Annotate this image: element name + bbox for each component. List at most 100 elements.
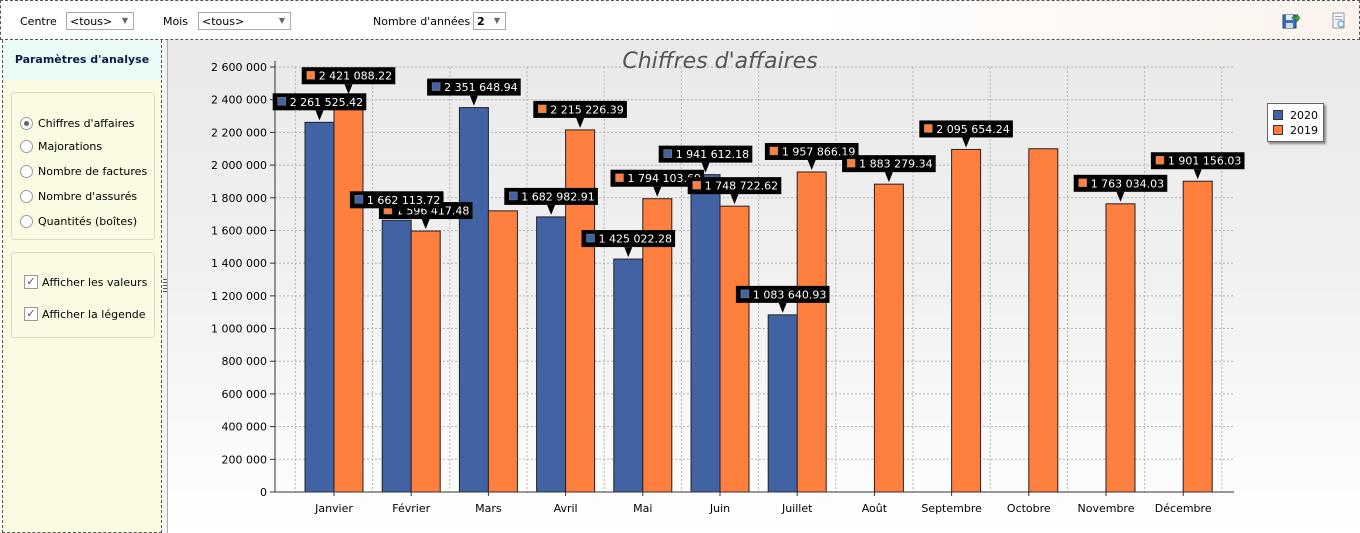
data-label-swatch [277,97,286,106]
data-label-2020-4: 1 682 982.91 [504,187,598,215]
data-label-text: 1 901 156.03 [1168,155,1241,168]
data-label-pointer [469,95,478,106]
data-label-2020-6: 1 941 612.18 [658,145,753,173]
data-label-swatch [740,289,750,299]
display-options-group: ✓ Afficher les valeurs ✓ Afficher la lég… [11,252,155,338]
axes-layer: 0 200 000 400 000 600 000 800 000 1 000 000 1 … [211,61,1234,515]
y-tick-label: 1 000 000 [211,323,267,336]
data-label-text: 1 662 113.72 [367,194,440,207]
radio-label: Quantités (boîtes) [38,215,138,228]
bar-2019-4 [565,129,596,493]
splitter-grip-icon[interactable] [163,278,167,292]
chevron-down-icon: ▼ [493,16,501,25]
centre-select[interactable]: <tous> ▼ [66,12,134,30]
data-label-text: 2 261 525.42 [290,96,363,109]
mois-label: Mois [163,15,189,28]
data-label-swatch [509,191,518,201]
radio-button[interactable] [20,140,33,153]
panel-splitter[interactable] [163,40,167,533]
x-tick-label: Juin [709,502,730,515]
y-tick-label: 400 000 [222,421,268,434]
mois-select[interactable]: <tous> ▼ [198,12,291,30]
data-label-swatch [431,82,441,91]
centre-label: Centre [20,15,57,28]
data-label-2019-12: 1 901 156.03 [1150,152,1245,180]
data-label-swatch [586,233,595,243]
data-label-text: 1 941 612.18 [676,148,749,161]
data-label-text: 1 957 866.19 [782,145,855,158]
data-label-swatch [663,149,672,158]
x-tick-label: Septembre [921,502,982,515]
checkbox-label: Afficher la légende [42,308,146,321]
data-label-pointer [624,247,633,258]
legend-swatch [1273,110,1283,120]
y-tick-label: 2 600 000 [211,61,267,74]
data-label-text: 1 883 279.34 [859,158,932,171]
y-tick-label: 600 000 [222,388,268,401]
y-tick-label: 0 [260,486,267,499]
centre-select-value: <tous> [70,15,113,28]
bar-2019-8 [873,183,904,493]
toolbar: Centre <tous> ▼ Mois <tous> ▼ Nombre d'a… [0,0,1360,40]
mois-select-value: <tous> [202,15,245,28]
bar-2019-9 [951,148,982,493]
bar-2020-1 [304,121,335,493]
x-tick-label: Janvier [314,502,353,515]
data-label-swatch [615,173,624,182]
data-label-box [504,187,598,205]
data-label-box [533,100,627,118]
data-label-2019-8: 1 883 279.34 [842,155,936,183]
save-export-icon[interactable] [1282,12,1300,30]
bar-2019-6 [719,205,750,493]
data-label-text: 1 425 022.28 [599,233,672,246]
legend-label: 2020 [1290,109,1318,122]
y-tick-label: 1 200 000 [211,290,267,303]
data-label-swatch [1078,178,1087,188]
data-label-box [687,177,782,195]
data-label-text: 1 083 640.93 [753,288,826,301]
x-tick-label: Août [862,502,888,515]
analysis-type-group: Chiffres d'affaires Majorations Nombre d… [11,92,155,240]
data-label-2020-5: 1 425 022.28 [581,230,676,258]
data-label-pointer [701,162,710,173]
data-label-box [1150,152,1245,170]
data-label-box [735,285,830,303]
radio-label: Majorations [38,140,103,153]
data-label-box [427,78,521,96]
data-label-pointer [421,219,430,230]
radio-button-checked[interactable] [20,117,33,130]
data-label-text: 2 421 088.22 [319,70,392,83]
data-label-box [764,142,859,160]
bar-2020-2 [381,219,412,493]
bar-2019-10 [1028,148,1059,493]
radio-button[interactable] [20,165,33,178]
y-tick-label: 2 400 000 [211,94,267,107]
checkbox-checked[interactable]: ✓ [24,275,38,289]
x-tick-label: Décembre [1155,502,1212,515]
print-preview-icon[interactable] [1330,12,1348,30]
chart-area: 0 200 000 400 000 600 000 800 000 1 000 000 1 … [167,40,1360,533]
chart-title: Chiffres d'affaires [622,49,817,74]
x-tick-label: Mai [633,502,652,515]
data-label-2020-1: 2 261 525.42 [272,93,367,121]
bar-2019-3 [487,210,518,493]
data-label-text: 1 682 982.91 [521,190,594,203]
data-label-pointer [884,172,893,183]
y-tick-label: 200 000 [222,453,268,466]
data-label-pointer [547,204,556,215]
data-label-box [610,169,705,187]
x-tick-label: Juillet [781,502,813,515]
chart-legend: 2020 2019 [1267,103,1324,142]
radio-label: Chiffres d'affaires [38,117,135,130]
x-tick-label: Février [392,502,430,515]
data-label-box [581,230,676,248]
checkbox-checked[interactable]: ✓ [24,307,38,321]
data-label-2020-2: 1 662 113.72 [349,191,444,219]
data-label-pointer [778,302,787,313]
radio-button[interactable] [20,190,33,203]
annees-select[interactable]: 2 ▼ [473,12,506,30]
y-tick-label: 2 200 000 [211,126,267,139]
data-label-box [842,155,936,173]
radio-button[interactable] [20,215,33,228]
data-label-swatch [306,70,315,80]
